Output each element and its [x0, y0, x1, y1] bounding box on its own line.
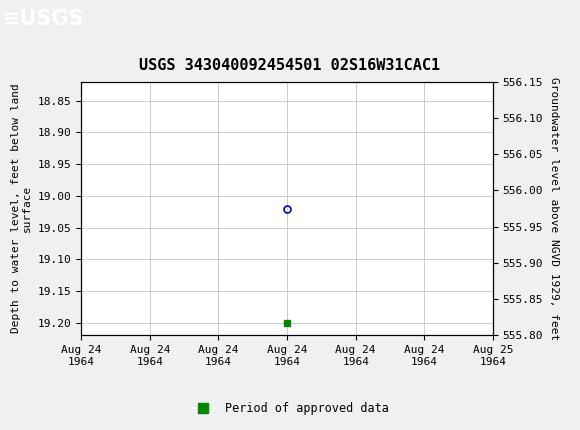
Text: USGS 343040092454501 02S16W31CAC1: USGS 343040092454501 02S16W31CAC1 [139, 58, 441, 73]
Y-axis label: Depth to water level, feet below land
surface: Depth to water level, feet below land su… [10, 84, 32, 333]
Legend: Period of approved data: Period of approved data [187, 397, 393, 420]
Text: ≡USGS: ≡USGS [3, 9, 85, 29]
Y-axis label: Groundwater level above NGVD 1929, feet: Groundwater level above NGVD 1929, feet [549, 77, 559, 340]
